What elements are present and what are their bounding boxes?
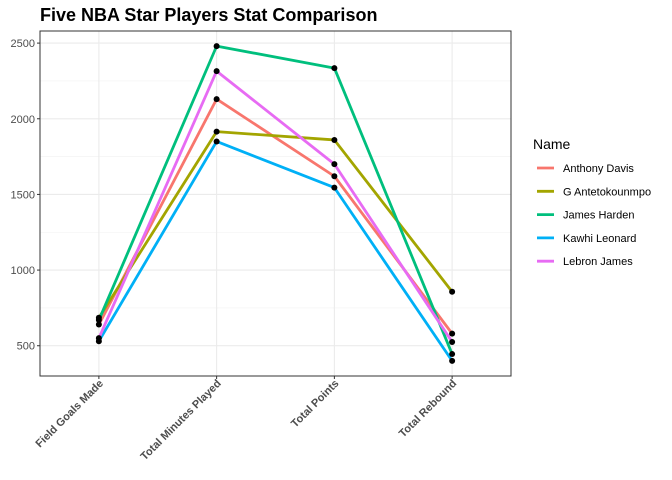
y-tick-label: 1500 — [11, 189, 35, 201]
series-line-kawhi-leonard — [97, 140, 454, 362]
legend-label: Kawhi Leonard — [563, 233, 636, 245]
data-point — [331, 65, 338, 72]
data-point — [331, 136, 338, 143]
data-point — [449, 351, 456, 358]
y-tick-label: 2500 — [11, 38, 35, 50]
y-tick-label: 500 — [17, 341, 35, 353]
plot-panel-border — [39, 30, 512, 377]
y-axis: 500 1000 1500 2000 2500 — [11, 38, 40, 353]
grid-layer — [40, 31, 511, 376]
legend-label: James Harden — [563, 210, 635, 222]
data-point — [95, 335, 102, 342]
series-line-lebron-james — [97, 69, 454, 343]
legend-label: G Antetokounmpo — [563, 186, 651, 198]
data-point — [213, 96, 220, 103]
data-point — [213, 128, 220, 135]
data-point — [449, 357, 456, 364]
y-tick-label: 2000 — [11, 114, 35, 126]
data-point — [213, 138, 220, 145]
series-lines — [97, 44, 454, 362]
data-point — [331, 184, 338, 191]
legend: Name Anthony Davis G Antetokounmpo James H… — [533, 136, 651, 268]
x-axis: Field Goals Made Total Minutes Played Tota… — [34, 376, 459, 463]
data-point — [95, 321, 102, 328]
series-line-g-antetokounmpo — [97, 130, 454, 319]
x-tick-label: Total Points — [289, 378, 341, 430]
data-point — [213, 68, 220, 75]
data-point — [95, 317, 102, 324]
y-tick-label: 1000 — [11, 265, 35, 277]
x-tick-label: Total Rebound — [397, 378, 459, 440]
legend-label: Anthony Davis — [563, 163, 634, 175]
x-tick-label: Total Minutes Played — [138, 378, 223, 463]
data-points — [95, 43, 456, 364]
data-point — [331, 161, 338, 168]
legend-title: Name — [533, 136, 571, 152]
legend-label: Lebron James — [563, 256, 633, 268]
data-point — [449, 338, 456, 345]
chart-title: Five NBA Star Players Stat Comparison — [40, 5, 377, 25]
x-tick-label: Field Goals Made — [34, 378, 106, 450]
series-line-james-harden — [97, 44, 454, 355]
data-point — [449, 288, 456, 295]
data-point — [449, 330, 456, 337]
data-point — [213, 43, 220, 50]
data-point — [331, 173, 338, 180]
